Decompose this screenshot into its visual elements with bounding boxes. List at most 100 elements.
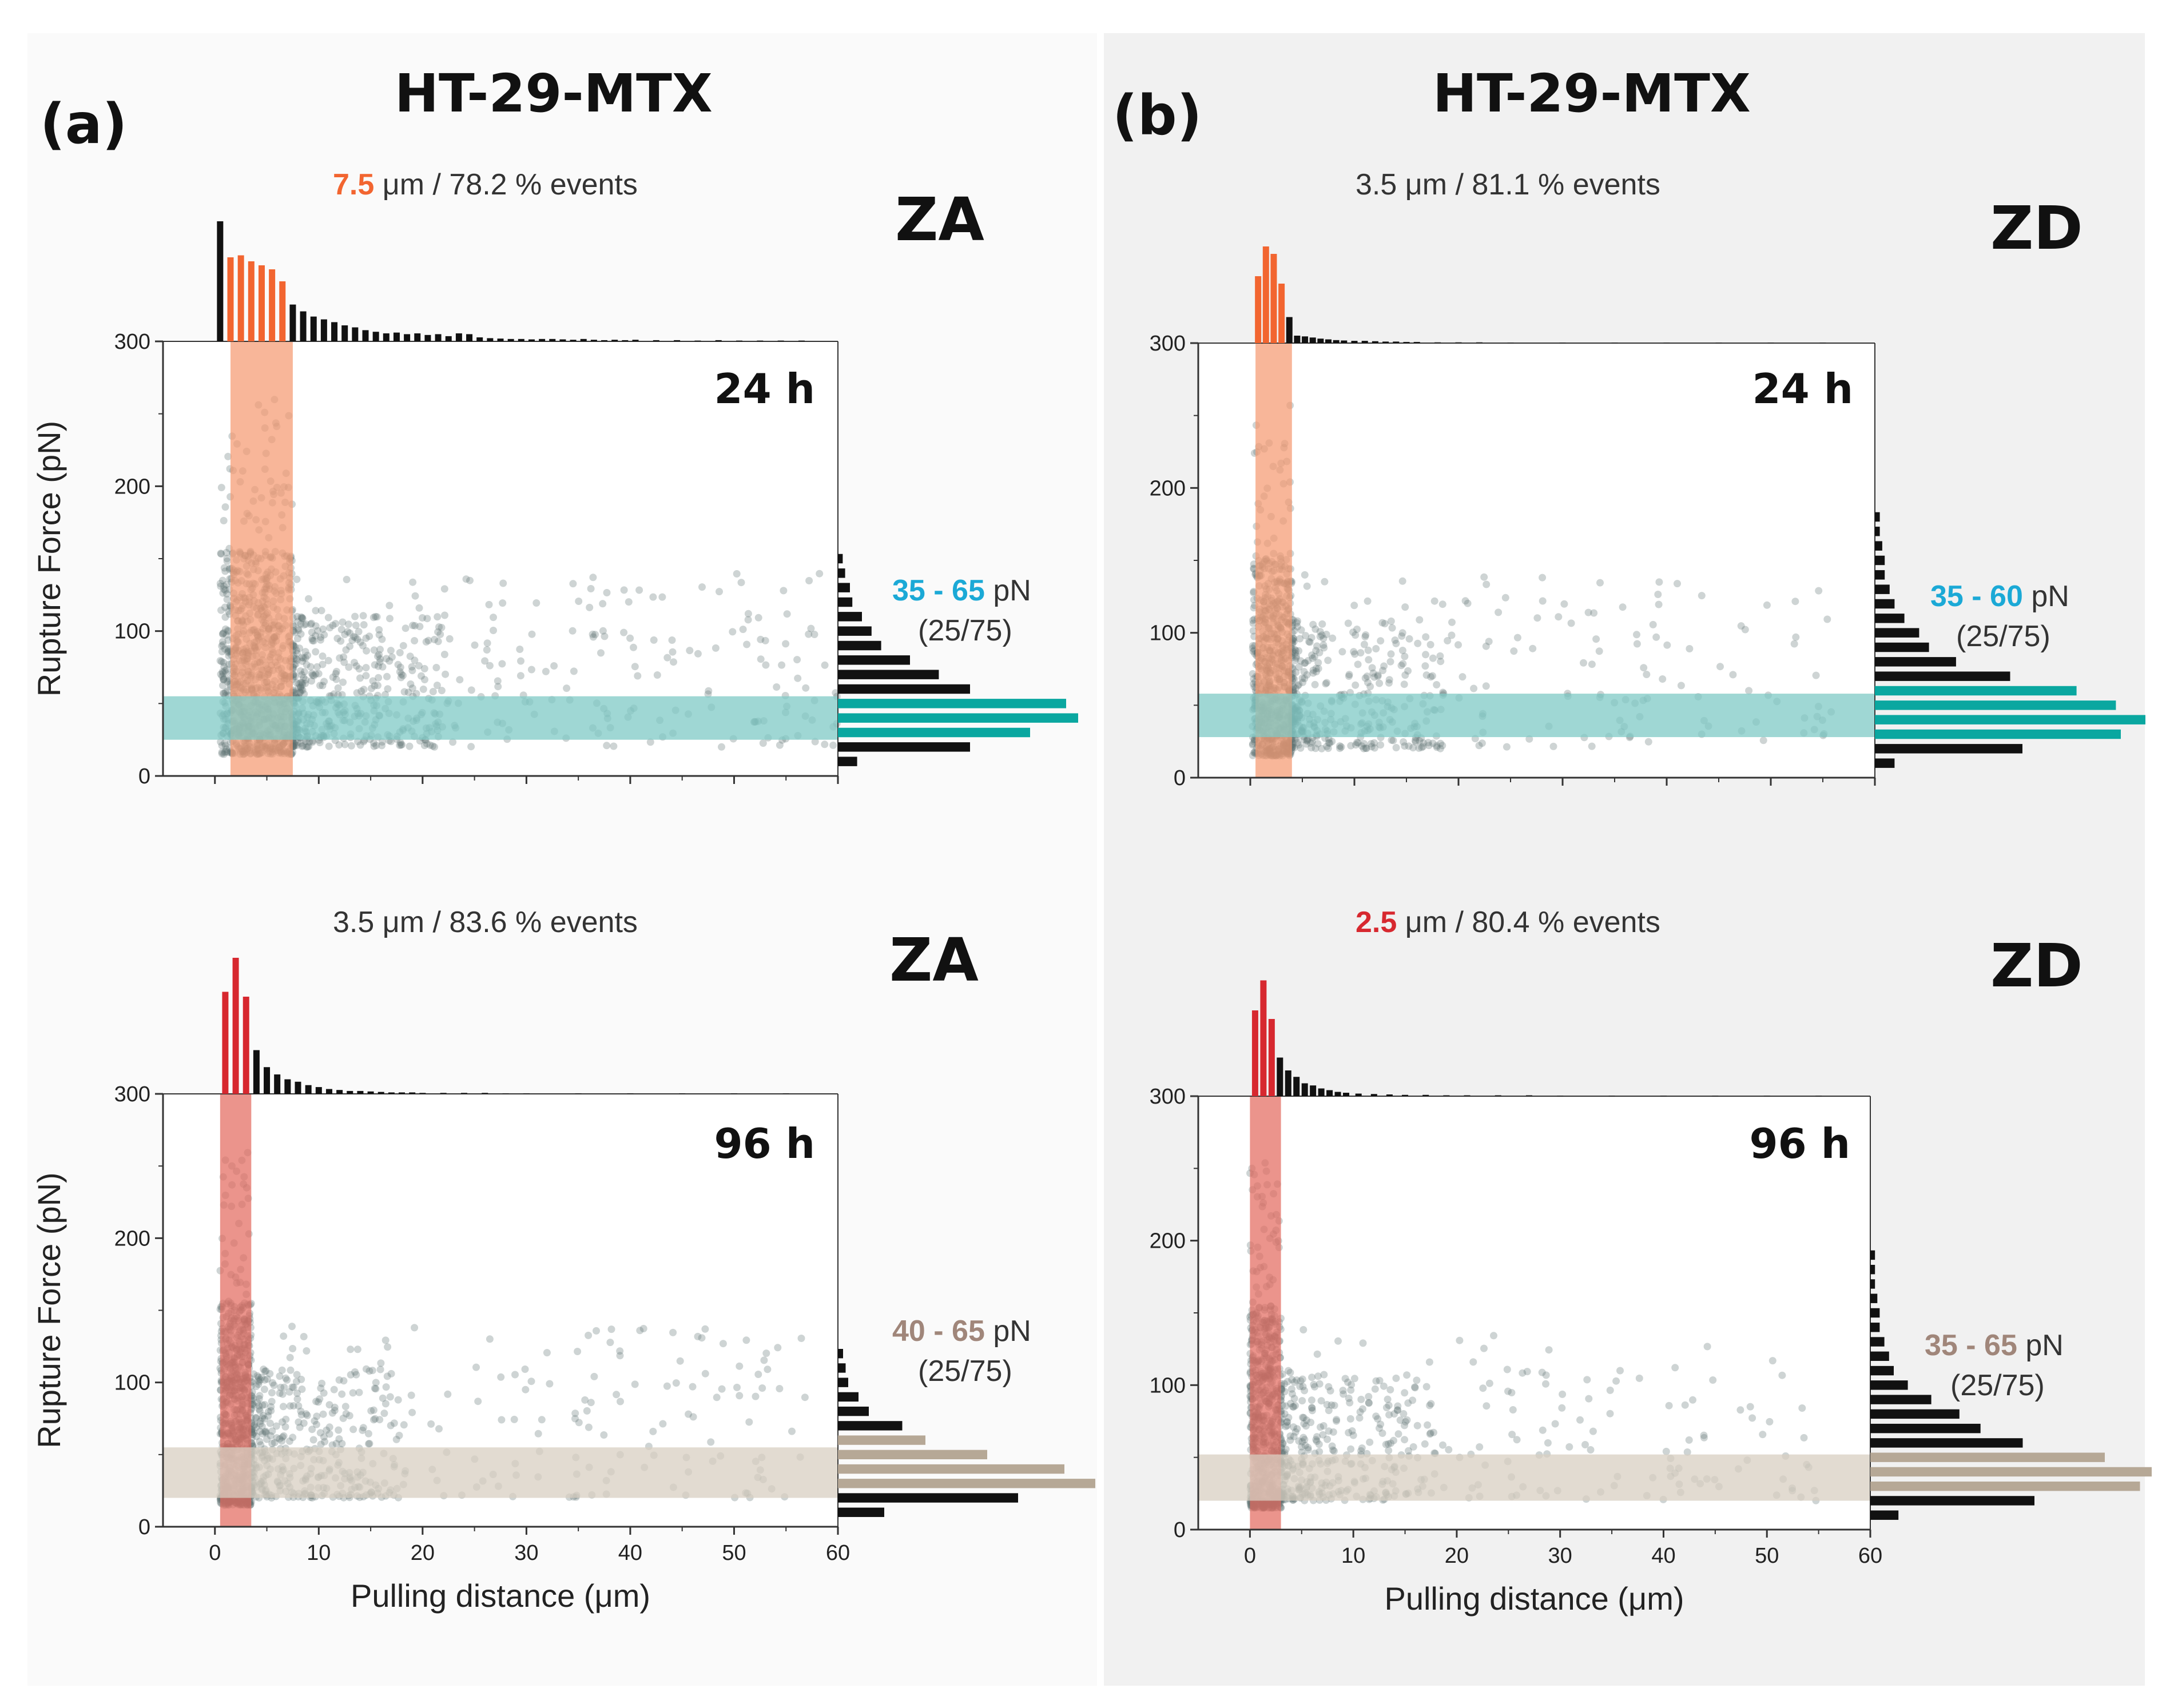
scatter-point	[1292, 668, 1300, 676]
scatter-point	[1316, 632, 1324, 640]
scatter-point	[1390, 1410, 1398, 1418]
scatter-point	[220, 582, 228, 590]
scatter-point	[440, 651, 448, 658]
scatter-point	[1302, 1422, 1310, 1430]
scatter-point	[308, 619, 316, 627]
scatter-point	[368, 1367, 376, 1375]
scatter-point	[331, 1403, 339, 1411]
scatter-point	[332, 1440, 340, 1447]
scatter-point	[294, 625, 302, 633]
side-hist-bar	[1875, 628, 1919, 638]
scatter-point	[301, 679, 309, 687]
scatter-point	[224, 648, 232, 656]
scatter-point	[1595, 647, 1603, 655]
scatter-point	[1370, 744, 1378, 752]
scatter-point	[433, 682, 441, 689]
scatter-point	[1633, 640, 1641, 648]
scatter-point	[672, 1379, 680, 1387]
side-hist-bar	[838, 670, 939, 679]
scatter-point	[1295, 663, 1303, 671]
scatter-point	[1283, 1418, 1291, 1426]
scatter-point	[256, 1407, 264, 1415]
top-hist-bar	[325, 1089, 332, 1094]
top-hist-bar	[258, 265, 265, 341]
scatter-point	[398, 740, 406, 749]
scatter-point	[379, 663, 387, 671]
scatter-point	[1294, 682, 1302, 690]
scatter-point	[297, 679, 305, 687]
scatter-point	[267, 1432, 275, 1440]
scatter-point	[278, 1366, 286, 1374]
scatter-point	[1411, 736, 1419, 744]
scatter-point	[222, 631, 230, 639]
scatter-point	[269, 1379, 276, 1387]
scatter-point	[1663, 641, 1671, 649]
scatter-point	[481, 657, 489, 665]
scatter-point	[569, 627, 577, 635]
scatter-point	[255, 1406, 263, 1413]
top-hist-bar	[284, 1079, 291, 1094]
scatter-point	[320, 1389, 328, 1397]
scatter-point	[1301, 571, 1309, 579]
scatter-point	[1320, 644, 1328, 652]
scatter-point	[1290, 638, 1298, 646]
scatter-point	[218, 648, 226, 655]
scatter-point	[1400, 1410, 1408, 1418]
scatter-point	[1539, 574, 1547, 582]
scatter-point	[1374, 1415, 1382, 1423]
scatter-point	[1349, 1431, 1357, 1439]
scatter-point	[729, 628, 737, 636]
scatter-point	[1283, 1418, 1291, 1426]
scatter-point	[371, 612, 379, 620]
scatter-point	[805, 630, 813, 638]
side-hist-bar	[1875, 599, 1895, 609]
scatter-point	[419, 614, 426, 622]
scatter-point	[1303, 582, 1311, 590]
top-histogram	[217, 221, 805, 341]
side-hist-bar	[838, 757, 857, 766]
scatter-point	[222, 548, 230, 556]
scatter-point	[1316, 1448, 1324, 1456]
scatter-point	[293, 575, 301, 583]
top-hist-bar	[1393, 341, 1400, 343]
scatter-point	[381, 1336, 390, 1344]
scatter-point	[420, 664, 428, 672]
scatter-point	[386, 1393, 394, 1401]
scatter-point	[1350, 648, 1358, 656]
top-hist-bar	[528, 339, 535, 341]
scatter-point	[1555, 613, 1563, 621]
scatter-point	[1389, 736, 1397, 744]
scatter-point	[1364, 679, 1372, 687]
scatter-point	[365, 1440, 373, 1448]
side-hist-bar	[1875, 657, 1956, 667]
scatter-point	[1298, 1397, 1306, 1405]
scatter-point	[218, 638, 226, 646]
scatter-point	[1490, 1332, 1497, 1340]
top-hist-bar	[1372, 341, 1378, 343]
scatter-point	[1291, 1402, 1299, 1410]
top-hist-bar	[455, 333, 462, 341]
scatter-point	[295, 680, 303, 688]
scatter-point	[1746, 1403, 1754, 1411]
scatter-point	[1376, 1376, 1384, 1384]
scatter-point	[344, 628, 352, 636]
scatter-point	[1360, 640, 1368, 648]
scatter-point	[1286, 1368, 1294, 1376]
scatter-point	[392, 1435, 400, 1443]
scatter-point	[585, 1331, 593, 1339]
y-tick-label: 300	[114, 1082, 150, 1106]
scatter-point	[1358, 742, 1366, 750]
scatter-point	[603, 589, 611, 596]
scatter-point	[298, 679, 306, 687]
scatter-point	[754, 1371, 762, 1378]
scatter-point	[427, 1420, 435, 1428]
scatter-point	[1391, 636, 1399, 644]
scatter-point	[546, 1380, 554, 1388]
scatter-point	[1812, 671, 1820, 679]
side-hist-bar	[838, 1363, 846, 1373]
scatter-point	[1314, 659, 1322, 667]
scatter-point	[1685, 1436, 1693, 1444]
scatter-point	[1585, 1395, 1593, 1403]
scatter-point	[1583, 1376, 1591, 1384]
scatter-point	[1293, 619, 1301, 627]
